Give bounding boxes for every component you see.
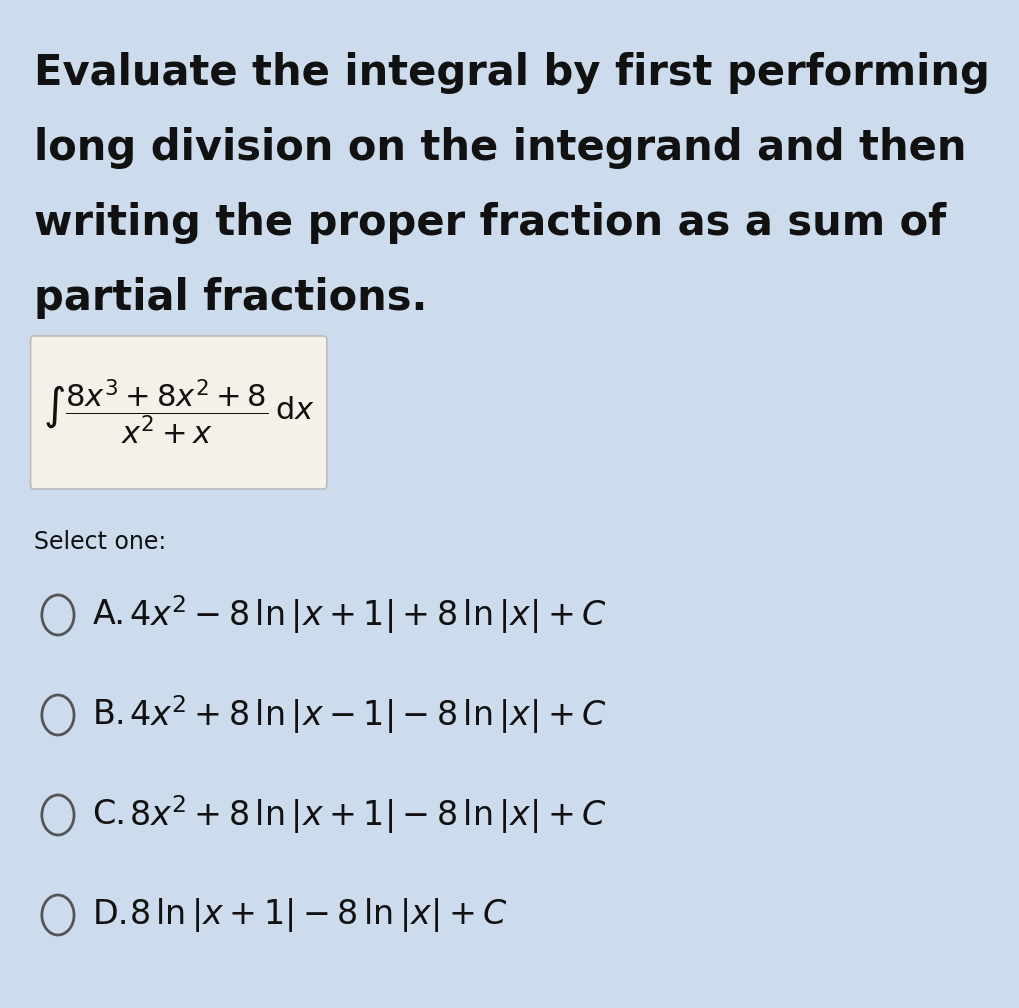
Text: Select one:: Select one:	[34, 530, 166, 554]
Text: B.: B.	[93, 699, 126, 732]
Text: long division on the integrand and then: long division on the integrand and then	[34, 127, 966, 169]
Text: $8\,\mathrm{ln}\,|x+1| - 8\,\mathrm{ln}\,|x| + C$: $8\,\mathrm{ln}\,|x+1| - 8\,\mathrm{ln}\…	[128, 896, 507, 934]
Text: D.: D.	[93, 898, 129, 931]
Text: A.: A.	[93, 599, 125, 631]
Text: C.: C.	[93, 798, 126, 832]
Text: $4x^2 - 8\,\mathrm{ln}\,|x+1| + 8\,\mathrm{ln}\,|x| + C$: $4x^2 - 8\,\mathrm{ln}\,|x+1| + 8\,\math…	[128, 594, 607, 636]
Text: $4x^2 + 8\,\mathrm{ln}\,|x-1| - 8\,\mathrm{ln}\,|x| + C$: $4x^2 + 8\,\mathrm{ln}\,|x-1| - 8\,\math…	[128, 694, 607, 737]
Text: partial fractions.: partial fractions.	[34, 277, 427, 319]
Text: $8x^2 + 8\,\mathrm{ln}\,|x+1| - 8\,\mathrm{ln}\,|x| + C$: $8x^2 + 8\,\mathrm{ln}\,|x+1| - 8\,\math…	[128, 793, 607, 837]
Text: $\int \dfrac{8x^3 + 8x^2 + 8}{x^2 + x}\,\mathrm{d}x$: $\int \dfrac{8x^3 + 8x^2 + 8}{x^2 + x}\,…	[43, 378, 315, 448]
FancyBboxPatch shape	[31, 336, 327, 489]
Text: Evaluate the integral by first performing: Evaluate the integral by first performin…	[34, 52, 989, 94]
Text: writing the proper fraction as a sum of: writing the proper fraction as a sum of	[34, 202, 946, 244]
